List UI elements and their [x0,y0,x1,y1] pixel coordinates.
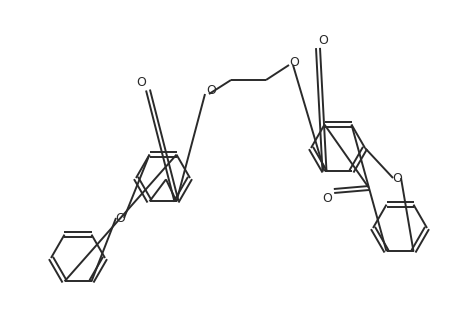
Text: O: O [289,57,299,69]
Text: O: O [206,85,216,98]
Text: O: O [136,77,146,90]
Text: O: O [318,35,328,48]
Text: O: O [392,171,402,184]
Text: O: O [115,211,125,225]
Text: O: O [322,193,332,206]
